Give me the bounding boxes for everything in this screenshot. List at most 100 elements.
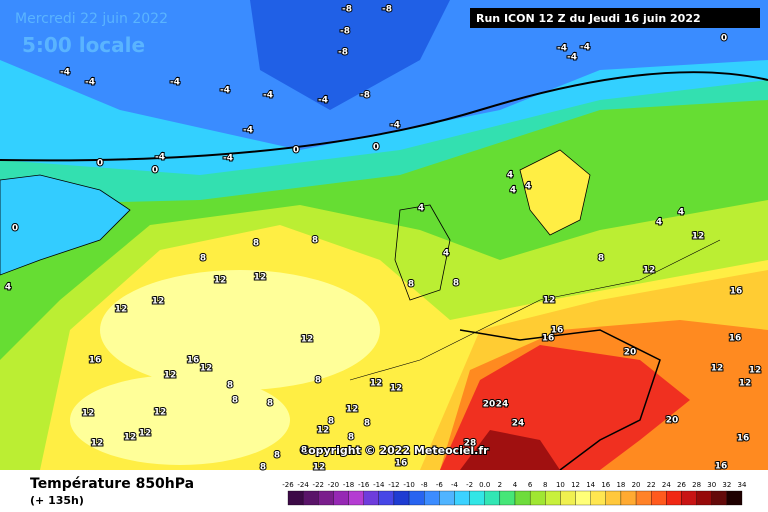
contour-label: 24 <box>512 419 525 429</box>
colorbar-tick: 16 <box>601 481 610 489</box>
contour-label: 12 <box>370 379 383 389</box>
colorbar-tick: -24 <box>297 481 309 489</box>
colorbar-cell <box>681 490 697 506</box>
contour-label: 8 <box>328 417 334 427</box>
contour-label: 12 <box>643 266 656 276</box>
contour-label: -4 <box>390 121 400 131</box>
colorbar-cell <box>590 490 606 506</box>
contour-label: 8 <box>408 280 414 290</box>
contour-label: -8 <box>342 5 352 15</box>
contour-label: 0 <box>152 166 158 176</box>
contour-label: -4 <box>580 43 590 53</box>
colorbar-tick: -26 <box>282 481 294 489</box>
contour-label: 16 <box>715 462 728 472</box>
contour-label: -4 <box>243 126 253 136</box>
contour-label: -4 <box>557 44 567 54</box>
run-box <box>470 8 760 28</box>
colorbar-cell <box>424 490 440 506</box>
contour-label: 12 <box>164 371 177 381</box>
contour-label: 12 <box>317 426 330 436</box>
contour-label: 20 <box>666 416 679 426</box>
contour-label: 0 <box>293 146 299 156</box>
contour-label: 16 <box>89 356 102 366</box>
colorbar-tick: 30 <box>707 481 716 489</box>
contour-label: 12 <box>152 297 165 307</box>
colorbar-tick: 20 <box>632 481 641 489</box>
contour-label: -8 <box>340 27 350 37</box>
contour-label: 12 <box>711 364 724 374</box>
colorbar-tick: -10 <box>403 481 414 489</box>
colorbar-tick: -14 <box>373 481 385 489</box>
contour-label: 8 <box>232 396 238 406</box>
colorbar-tick: -6 <box>436 481 444 489</box>
contour-label: 16 <box>395 459 408 469</box>
colorbar-tick: -4 <box>451 481 459 489</box>
colorbar-tick: -2 <box>466 481 473 489</box>
contour-label: -8 <box>382 5 392 15</box>
colorbar-cell <box>408 490 425 506</box>
contour-label: 0 <box>97 159 103 169</box>
colorbar-cell <box>484 490 501 506</box>
colorbar-cell <box>726 490 743 506</box>
contour-label: 16 <box>730 287 743 297</box>
contour-label: -4 <box>567 53 577 63</box>
contour-label: 8 <box>227 381 233 391</box>
contour-label: 12 <box>91 439 104 449</box>
colorbar-tick: 0.0 <box>479 481 490 489</box>
contour-label: 4 <box>5 283 11 293</box>
colorbar-cell <box>560 490 576 506</box>
contour-label: -8 <box>338 48 348 58</box>
colorbar-tick: 32 <box>722 481 731 489</box>
colorbar-cell <box>711 490 728 506</box>
contour-label: 12 <box>82 409 95 419</box>
contour-label: -4 <box>170 78 180 88</box>
contour-label: 12 <box>346 405 359 415</box>
colorbar-cell <box>287 490 304 506</box>
colorbar-tick: 26 <box>677 481 686 489</box>
contour-label: -4 <box>223 154 233 164</box>
contour-label: 0 <box>12 224 18 234</box>
contour-label: -4 <box>85 78 95 88</box>
contour-label: -4 <box>155 153 165 163</box>
contour-label: 4 <box>678 208 684 218</box>
colorbar-cell <box>318 490 334 506</box>
contour-label: 16 <box>187 356 200 366</box>
contour-label: 4 <box>525 182 531 192</box>
contour-label: -4 <box>60 68 70 78</box>
colorbar-cell <box>393 490 410 506</box>
contour-label: 16 <box>542 334 555 344</box>
colorbar-cell <box>499 490 516 506</box>
colorbar-cell <box>620 490 637 506</box>
colorbar-cell <box>529 490 546 506</box>
contour-label: 24 <box>496 400 509 410</box>
contour-label: 8 <box>312 236 318 246</box>
colorbar-cell <box>469 490 485 506</box>
run-info: Run ICON 12 Z du Jeudi 16 juin 2022 <box>476 12 701 25</box>
contour-label: 12 <box>749 366 762 376</box>
colorbar-cell <box>575 490 591 506</box>
colorbar-tick: -12 <box>388 481 399 489</box>
contour-label: 8 <box>364 419 370 429</box>
contour-label: -8 <box>360 91 370 101</box>
contour-label: 12 <box>214 276 227 286</box>
colorbar-tick: -8 <box>421 481 428 489</box>
copyright: Copyright © 2022 Meteociel.fr <box>300 444 489 457</box>
colorbar-cell <box>439 490 455 506</box>
contour-label: 12 <box>543 296 556 306</box>
contour-label: -4 <box>263 91 273 101</box>
contour-label: 12 <box>115 305 128 315</box>
colorbar-cell <box>545 490 561 506</box>
contour-label: 12 <box>313 463 326 473</box>
contour-label: 8 <box>267 399 273 409</box>
colorbar-tick: 18 <box>616 481 625 489</box>
contour-label: 8 <box>453 279 459 289</box>
contour-label: 16 <box>737 434 750 444</box>
contour-label: 12 <box>154 408 167 418</box>
contour-label: 12 <box>124 433 137 443</box>
contour-label: 28 <box>464 439 477 449</box>
colorbar-tick: 24 <box>662 481 671 489</box>
colorbar-cell <box>302 490 319 506</box>
colorbar-tick: -16 <box>358 481 370 489</box>
contour-label: 8 <box>200 254 206 264</box>
colorbar-tick: 22 <box>647 481 656 489</box>
